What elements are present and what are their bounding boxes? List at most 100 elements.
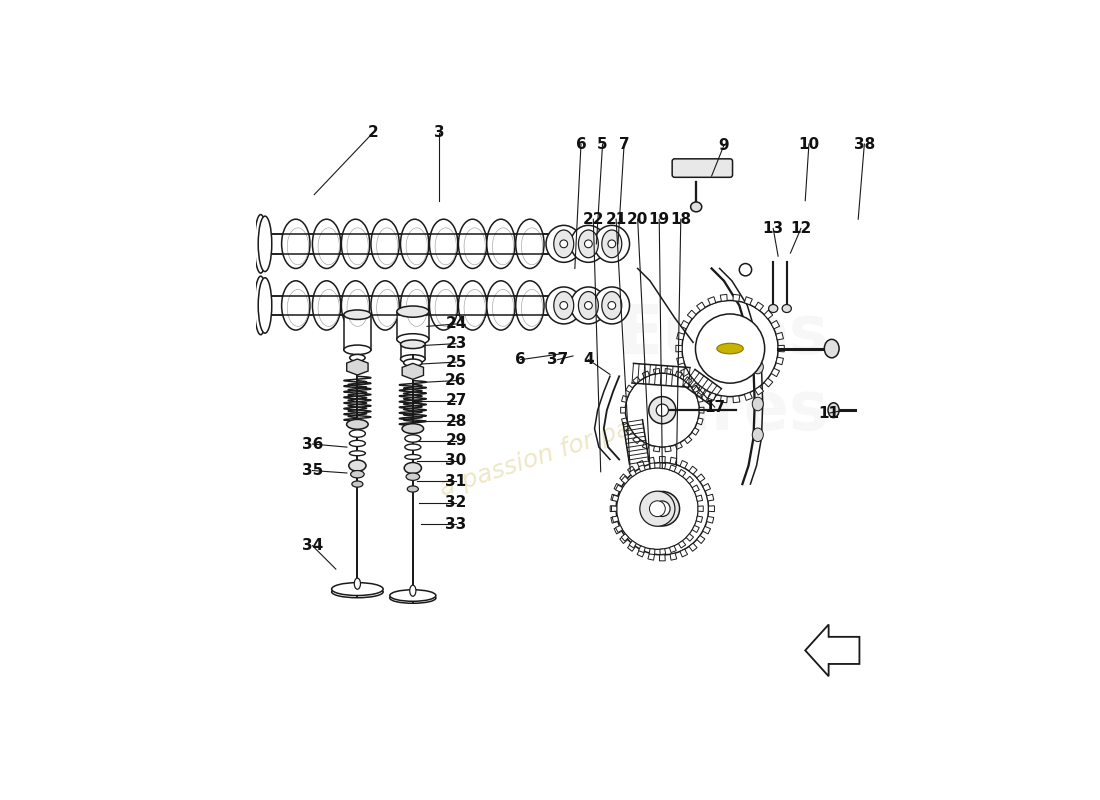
Polygon shape bbox=[696, 516, 703, 522]
Polygon shape bbox=[675, 442, 682, 450]
Text: 38: 38 bbox=[854, 137, 874, 151]
Polygon shape bbox=[637, 461, 645, 468]
Polygon shape bbox=[805, 625, 859, 676]
Polygon shape bbox=[733, 294, 740, 302]
Circle shape bbox=[608, 240, 616, 248]
Polygon shape bbox=[670, 546, 676, 553]
Polygon shape bbox=[649, 549, 654, 554]
Polygon shape bbox=[268, 295, 619, 315]
Polygon shape bbox=[619, 474, 628, 482]
Polygon shape bbox=[686, 476, 693, 484]
Ellipse shape bbox=[782, 305, 791, 313]
Polygon shape bbox=[696, 535, 705, 543]
Ellipse shape bbox=[349, 460, 366, 471]
Ellipse shape bbox=[282, 281, 310, 330]
FancyBboxPatch shape bbox=[672, 159, 733, 178]
Polygon shape bbox=[776, 358, 783, 365]
Polygon shape bbox=[706, 494, 714, 501]
Circle shape bbox=[649, 397, 675, 424]
Ellipse shape bbox=[516, 219, 544, 269]
Polygon shape bbox=[664, 369, 671, 374]
Polygon shape bbox=[776, 333, 783, 340]
Polygon shape bbox=[616, 485, 623, 492]
Ellipse shape bbox=[254, 214, 267, 273]
Text: 6: 6 bbox=[515, 352, 526, 367]
Ellipse shape bbox=[429, 281, 458, 330]
Ellipse shape bbox=[350, 451, 365, 456]
Polygon shape bbox=[697, 395, 703, 402]
Ellipse shape bbox=[409, 585, 416, 596]
Ellipse shape bbox=[351, 470, 364, 478]
Ellipse shape bbox=[406, 473, 419, 480]
Text: 29: 29 bbox=[446, 434, 466, 449]
Polygon shape bbox=[619, 535, 628, 543]
Circle shape bbox=[645, 491, 680, 526]
Polygon shape bbox=[642, 371, 649, 378]
Polygon shape bbox=[778, 346, 784, 352]
Ellipse shape bbox=[258, 278, 272, 333]
Polygon shape bbox=[616, 526, 623, 533]
Text: 10: 10 bbox=[799, 137, 820, 151]
Ellipse shape bbox=[553, 291, 574, 319]
Polygon shape bbox=[664, 446, 671, 452]
Ellipse shape bbox=[594, 287, 629, 324]
Ellipse shape bbox=[258, 216, 272, 271]
Text: 37: 37 bbox=[547, 352, 569, 367]
Ellipse shape bbox=[254, 276, 267, 334]
Ellipse shape bbox=[752, 428, 763, 442]
Polygon shape bbox=[764, 310, 773, 319]
Polygon shape bbox=[720, 294, 727, 302]
Polygon shape bbox=[648, 458, 654, 464]
Ellipse shape bbox=[341, 219, 370, 269]
Polygon shape bbox=[696, 495, 703, 502]
Polygon shape bbox=[648, 553, 654, 560]
Circle shape bbox=[560, 240, 568, 248]
Ellipse shape bbox=[407, 486, 418, 492]
Ellipse shape bbox=[344, 345, 371, 354]
Text: 17: 17 bbox=[704, 399, 725, 414]
Ellipse shape bbox=[691, 202, 702, 212]
Text: 32: 32 bbox=[446, 495, 466, 510]
Polygon shape bbox=[706, 517, 714, 523]
Polygon shape bbox=[684, 377, 692, 384]
Ellipse shape bbox=[389, 593, 436, 603]
Polygon shape bbox=[610, 517, 618, 523]
Circle shape bbox=[617, 468, 698, 550]
Polygon shape bbox=[707, 392, 716, 400]
Polygon shape bbox=[764, 378, 773, 387]
Text: 11: 11 bbox=[818, 406, 839, 421]
Ellipse shape bbox=[350, 440, 365, 446]
Text: 36: 36 bbox=[301, 437, 323, 451]
Ellipse shape bbox=[459, 281, 486, 330]
Ellipse shape bbox=[516, 281, 544, 330]
Polygon shape bbox=[637, 549, 645, 557]
Circle shape bbox=[712, 330, 748, 367]
Polygon shape bbox=[697, 418, 703, 425]
Ellipse shape bbox=[769, 305, 778, 313]
Polygon shape bbox=[670, 458, 676, 464]
Polygon shape bbox=[621, 395, 628, 402]
Text: 23: 23 bbox=[446, 336, 466, 351]
Ellipse shape bbox=[402, 424, 424, 434]
Ellipse shape bbox=[350, 430, 365, 438]
Text: 3: 3 bbox=[434, 126, 444, 141]
Polygon shape bbox=[700, 407, 704, 413]
Text: 28: 28 bbox=[446, 414, 466, 429]
Ellipse shape bbox=[717, 343, 744, 354]
Ellipse shape bbox=[404, 462, 421, 474]
Circle shape bbox=[584, 302, 592, 310]
Polygon shape bbox=[696, 386, 705, 395]
Ellipse shape bbox=[397, 306, 429, 318]
Circle shape bbox=[695, 314, 764, 383]
Polygon shape bbox=[689, 466, 697, 474]
Ellipse shape bbox=[553, 230, 574, 258]
Polygon shape bbox=[684, 436, 692, 443]
Text: 7: 7 bbox=[619, 137, 629, 151]
Circle shape bbox=[584, 240, 592, 248]
Polygon shape bbox=[344, 314, 371, 350]
Polygon shape bbox=[688, 378, 696, 387]
Ellipse shape bbox=[571, 226, 606, 262]
Polygon shape bbox=[627, 543, 636, 551]
Polygon shape bbox=[745, 297, 752, 305]
Polygon shape bbox=[708, 506, 714, 512]
